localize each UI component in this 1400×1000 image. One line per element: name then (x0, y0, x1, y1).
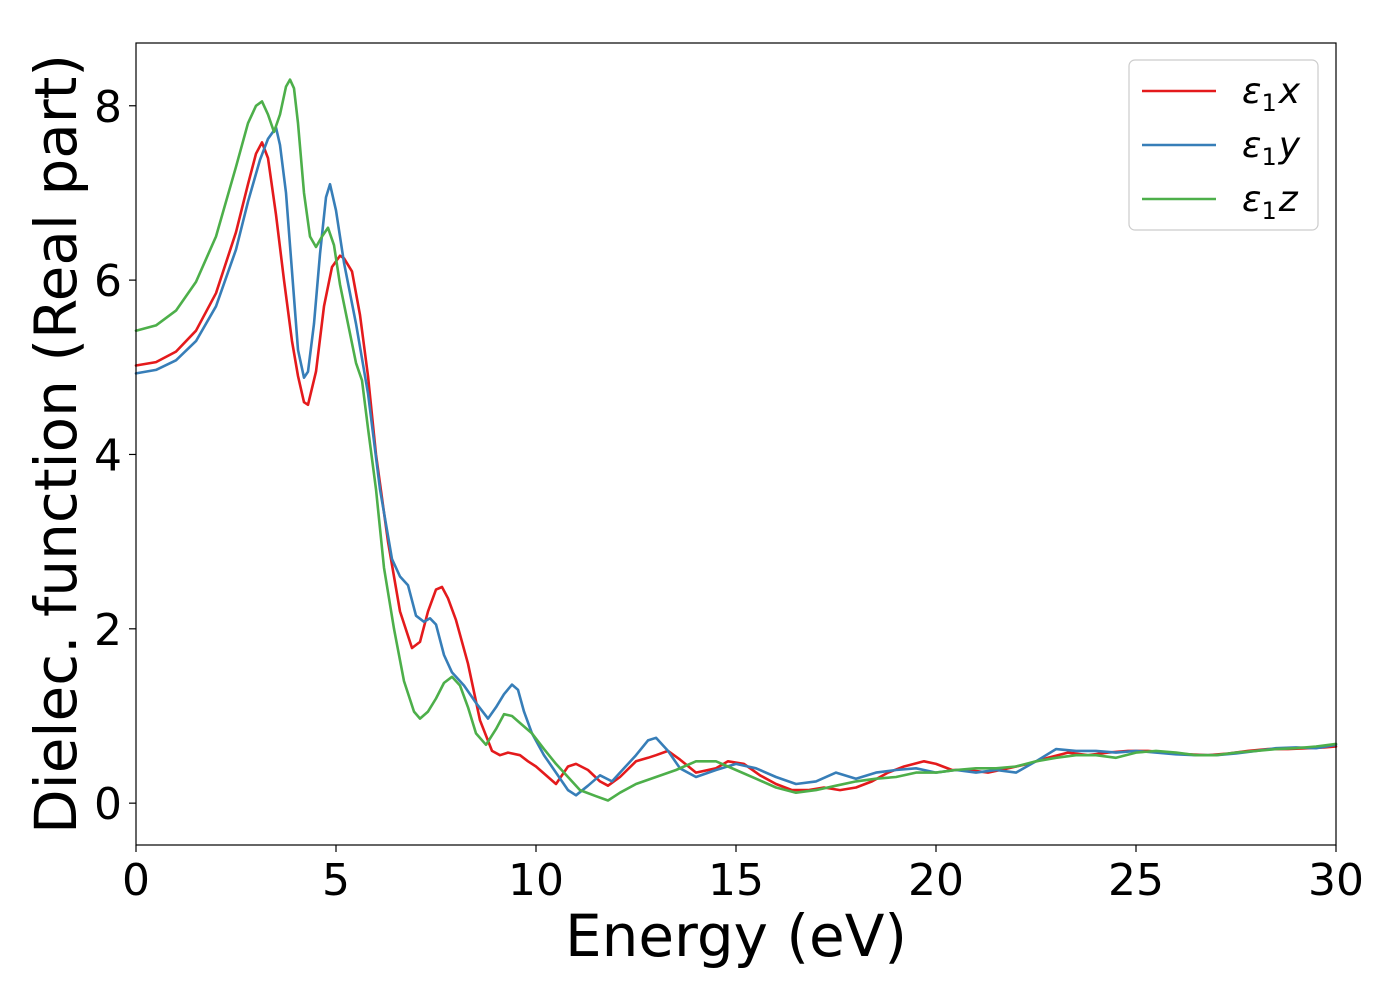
legend-label-2: ε1y (1242, 125, 1301, 171)
legend-items: ε1x ε1y ε1z (1142, 71, 1301, 225)
x-tick-label: 25 (1108, 855, 1164, 906)
x-axis-ticks: 0 5 10 15 20 25 30 (122, 845, 1364, 906)
series-layer (134, 78, 1338, 802)
legend: ε1x ε1y ε1z (1128, 59, 1319, 231)
y-axis-ticks: 0 2 4 6 8 (94, 82, 136, 830)
x-axis-title: Energy (eV) (565, 902, 907, 970)
y-tick-label: 2 (94, 605, 122, 656)
y-axis-title: Dielec. function (Real part) (22, 54, 90, 834)
x-tick-label: 10 (508, 855, 564, 906)
x-tick-label: 30 (1308, 855, 1364, 906)
y-tick-label: 0 (94, 779, 122, 830)
x-tick-label: 20 (908, 855, 964, 906)
x-tick-label: 5 (322, 855, 350, 906)
series-line-2 (134, 126, 1338, 797)
x-tick-label: 0 (122, 855, 150, 906)
y-tick-label: 8 (94, 82, 122, 133)
legend-label-1: ε1x (1242, 71, 1301, 117)
y-tick-label: 4 (94, 430, 122, 481)
series-line-3 (134, 78, 1338, 802)
legend-box (1128, 59, 1319, 231)
y-tick-label: 6 (94, 256, 122, 307)
x-tick-label: 15 (708, 855, 764, 906)
legend-label-3: ε1z (1242, 179, 1299, 225)
